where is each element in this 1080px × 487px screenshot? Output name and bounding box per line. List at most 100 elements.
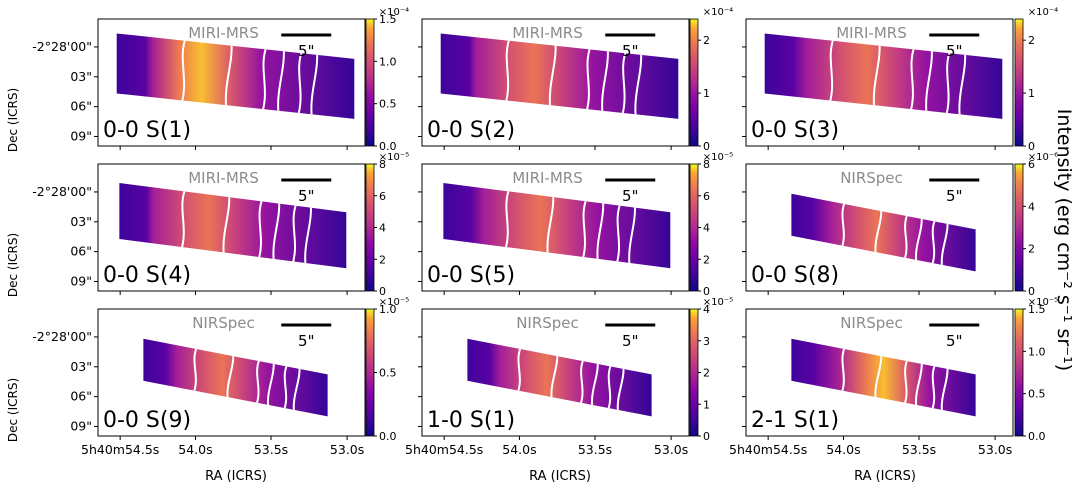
colorbar-exponent: ×10⁻⁴ [703,7,733,18]
panel-frame [421,18,690,147]
contour-line [581,196,588,262]
contour-line [503,186,511,252]
instrument-label: MIRI-MRS [188,169,259,187]
ra-tick-label: 53.0s [330,442,364,457]
emission-strip [143,338,328,417]
dec-tick-label: 06" [70,99,92,114]
contour-line [634,50,643,119]
contour-line [222,192,231,257]
colorbar-tick-label: 3 [703,335,710,348]
colorbar-tick-label: 6 [379,190,386,203]
colorbar-tick-label: 0.5 [379,367,397,380]
contour-line [628,203,636,268]
scale-bar-label: 5" [298,42,314,60]
contour-line [925,46,933,116]
contour-line [272,199,281,264]
transition-label: 1-0 S(1) [427,408,515,433]
scale-bar-label: 5" [946,332,962,350]
contour-line [601,46,609,116]
colorbar-tick-label: 2 [703,367,710,380]
instrument-label: NIRSpec [840,169,903,187]
emission-strip [791,193,976,272]
contour-line [596,199,605,264]
colorbar-exponent: ×10⁻⁶ [1028,152,1058,163]
colorbar-title: Intensity (erg cm⁻² s⁻¹ sr⁻¹) [1053,109,1075,371]
colorbar-exponent: ×10⁻⁵ [1028,297,1058,308]
transition-label: 0-0 S(5) [427,263,515,288]
colorbar-tick-label: 2 [1028,243,1035,256]
scale-bar-label: 5" [622,187,638,205]
colorbar-tick-label: 0 [703,285,710,298]
ra-tick-label: 53.0s [978,442,1012,457]
ra-tick-label: 5h40m54.5s [729,442,807,457]
scale-bar-label: 5" [946,187,962,205]
colorbar [1014,308,1024,437]
ra-tick-label: 5h40m54.5s [81,442,159,457]
colorbar-tick-label: 0.0 [379,140,397,153]
instrument-label: NIRSpec [192,314,255,332]
ra-tick-label: 54.0s [178,442,212,457]
contour-line [304,203,312,268]
contour-line [261,44,268,114]
colorbar-tick-label: 0.0 [379,430,397,443]
dec-tick-label: 03" [70,69,92,84]
colorbar [689,163,699,292]
contour-line [180,36,188,105]
emission-strip [119,182,347,269]
panel-frame [421,163,690,292]
colorbar-tick-label: 1 [703,398,710,411]
panel-frame [421,308,690,437]
instrument-label: MIRI-MRS [836,24,907,42]
transition-label: 0-0 S(2) [427,118,515,143]
colorbar-tick-label: 0 [1028,285,1035,298]
scale-bar-label: 5" [946,42,962,60]
ra-tick-label: 54.0s [502,442,536,457]
colorbar [365,308,375,437]
dec-tick-label: 06" [70,244,92,259]
contour-line [291,201,299,266]
colorbar-exponent: ×10⁻⁴ [1028,7,1058,18]
emission-strip [791,338,976,417]
contour-line [310,50,319,119]
scale-bar-label: 5" [622,42,638,60]
dec-tick-label: -2°28'00" [32,39,92,54]
contour-line [296,48,304,118]
map-panel: 5h40m54.5s 54.0s 53.5s 53.0s NIRSpec 5" 2-1 S(… [729,297,1058,457]
colorbar-tick-label: 6 [1028,158,1035,171]
colorbar [1014,18,1024,147]
instrument-label: MIRI-MRS [512,169,583,187]
dec-tick-label: 09" [70,418,92,433]
contour-line [546,192,555,257]
colorbar-tick-label: 6 [703,190,710,203]
scale-bar-label: 5" [298,187,314,205]
ra-tick-label: 5h40m54.5s [405,442,483,457]
colorbar-tick-label: 4 [703,222,710,235]
panels-layer: -2°28'00" 03" 06" 09" MIRI-MRS 5" 0-0 S(1) 0.0 0… [32,7,1058,457]
contour-line [872,41,881,110]
map-panel: NIRSpec 5" 0-0 S(8) 0 2 4 6×10⁻⁶ [742,152,1058,298]
colorbar-tick-label: 1.0 [379,303,397,316]
instrument-label: NIRSpec [840,314,903,332]
colorbar [689,18,699,147]
dec-tick-label: 09" [70,273,92,288]
scale-bar-label: 5" [298,332,314,350]
transition-label: 0-0 S(1) [103,118,191,143]
colorbar-tick-label: 8 [379,158,386,171]
panel-frame [745,308,1014,437]
x-axis-title: RA (ICRS) [529,469,591,484]
colorbar-tick-label: 4 [1028,200,1035,213]
colorbar [1014,163,1024,292]
colorbar-tick-label: 0.5 [379,98,397,111]
x-axis-title: RA (ICRS) [854,469,916,484]
emission-strip [440,33,679,119]
colorbar-exponent: ×10⁻⁵ [379,297,409,308]
colorbar-tick-label: 2 [703,253,710,266]
colorbar-tick-label: 0 [379,285,386,298]
contour-line [224,41,233,110]
x-axis-title: RA (ICRS) [205,469,267,484]
contour-line [909,44,916,114]
contour-line [179,186,187,252]
colorbar-tick-label: 8 [703,158,710,171]
emission-strip [116,33,355,119]
